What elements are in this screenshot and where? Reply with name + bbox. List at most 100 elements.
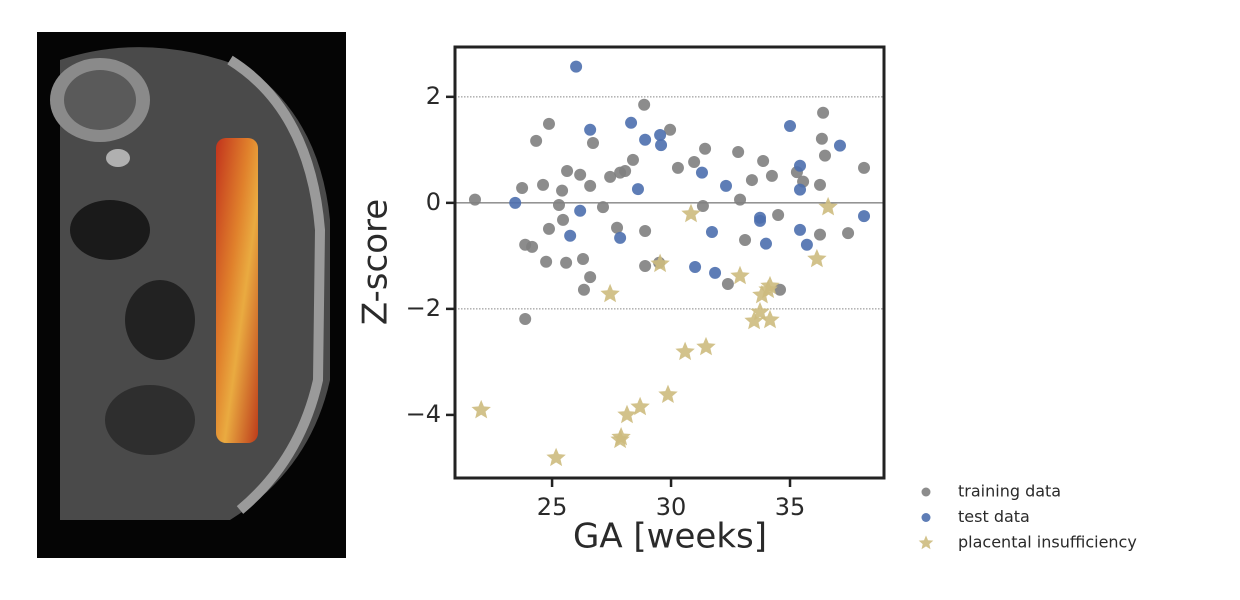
point [842, 227, 855, 240]
legend-marker [918, 535, 934, 550]
point [759, 237, 772, 250]
point [542, 222, 555, 235]
point [757, 154, 770, 167]
point [833, 139, 846, 152]
point [689, 261, 702, 274]
point [526, 240, 539, 253]
point [817, 106, 830, 119]
legend-marker [921, 513, 931, 522]
point [519, 312, 532, 325]
point [699, 142, 712, 155]
point [815, 132, 828, 145]
placenta-overlay [216, 138, 258, 443]
legend-marker [921, 487, 931, 497]
point [750, 301, 770, 321]
point [721, 277, 734, 290]
x-tick-label: 25 [537, 493, 568, 521]
point [574, 168, 587, 181]
abdominal-wall [227, 55, 326, 514]
point [732, 145, 745, 158]
point [574, 204, 587, 217]
point [587, 136, 600, 149]
legend-label: test data [958, 507, 1030, 526]
point [818, 149, 831, 162]
point [794, 183, 807, 196]
point [818, 196, 838, 216]
point [556, 184, 569, 197]
point [639, 133, 652, 146]
point [734, 193, 747, 206]
x-tick-label: 35 [775, 493, 806, 521]
point [560, 256, 573, 269]
point [584, 123, 597, 136]
point [617, 404, 637, 424]
point [564, 229, 577, 242]
point [675, 341, 695, 361]
point [813, 178, 826, 191]
legend-label: training data [958, 482, 1061, 501]
y-tick-label: 0 [426, 188, 441, 216]
x-tick-label: 30 [656, 493, 687, 521]
point [546, 447, 566, 467]
point [552, 198, 565, 211]
point [695, 166, 708, 179]
point [765, 169, 778, 182]
point [745, 174, 758, 187]
point [807, 248, 827, 268]
point [639, 259, 652, 272]
point [630, 396, 650, 416]
point [638, 98, 651, 111]
point [655, 139, 668, 152]
point [709, 266, 722, 279]
point [696, 336, 716, 356]
y-tick-label: −2 [406, 294, 441, 322]
point [752, 284, 772, 304]
point [739, 233, 752, 246]
point [696, 200, 709, 213]
point [800, 238, 813, 251]
fetal-organ [125, 280, 195, 360]
point [664, 123, 677, 136]
legend-label: placental insufficiency [958, 533, 1137, 552]
fetal-eye [106, 149, 130, 167]
point [611, 221, 624, 234]
point [754, 214, 767, 227]
point [772, 209, 785, 222]
point [577, 283, 590, 296]
point [858, 210, 871, 223]
point [542, 117, 555, 130]
point [730, 265, 750, 285]
point [471, 399, 491, 419]
point [516, 182, 529, 195]
y-tick-label: −4 [406, 400, 441, 428]
point [509, 196, 522, 209]
point [570, 60, 583, 73]
point [611, 427, 631, 446]
fetal-body [105, 385, 195, 455]
point [540, 255, 553, 268]
point [650, 253, 670, 273]
point [705, 226, 718, 239]
plot-frame [453, 45, 886, 480]
point [557, 213, 570, 226]
point [625, 116, 638, 129]
point [577, 253, 590, 266]
point [658, 384, 678, 403]
x-axis-label: GA [weeks] [573, 517, 767, 557]
y-axis-label: Z-score [356, 199, 396, 325]
point [639, 224, 652, 237]
point [794, 159, 807, 172]
point [619, 165, 632, 178]
point [600, 283, 620, 303]
point [654, 129, 667, 142]
point [468, 193, 481, 206]
fetal-brain [64, 70, 136, 130]
point [760, 309, 780, 329]
point [561, 165, 574, 178]
point [614, 231, 627, 244]
mri-image [37, 32, 346, 558]
point [671, 161, 684, 174]
point [604, 170, 617, 183]
point [784, 119, 797, 132]
